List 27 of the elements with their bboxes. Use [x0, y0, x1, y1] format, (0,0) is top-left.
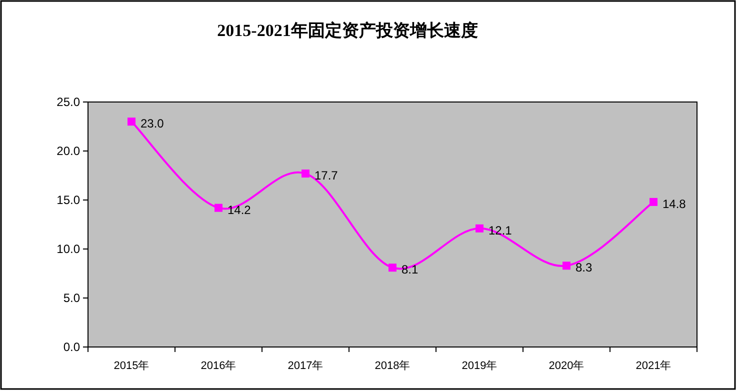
x-tick-label: 2016年: [200, 360, 236, 372]
y-tick-label: 15.0: [56, 193, 80, 207]
y-tick-label: 5.0: [63, 291, 80, 305]
x-tick-label: 2020年: [548, 360, 584, 372]
x-tick-label: 2021年: [636, 360, 672, 372]
y-tick-label: 10.0: [56, 242, 80, 256]
data-label: 17.7: [314, 168, 338, 183]
data-label: 12.1: [488, 223, 512, 238]
x-tick-label: 2018年: [374, 360, 410, 372]
point: [476, 224, 484, 232]
x-tick-label: 2019年: [462, 360, 498, 372]
point: [562, 262, 570, 270]
y-tick-label: 25.0: [56, 95, 80, 109]
data-label: 14.8: [662, 196, 686, 211]
data-label: 14.2: [228, 202, 252, 217]
data-label: 8.3: [576, 260, 593, 275]
x-tick-label: 2015年: [114, 360, 150, 372]
data-label: 23.0: [140, 116, 164, 131]
point: [388, 264, 396, 272]
x-tick-label: 2017年: [288, 360, 324, 372]
point: [650, 198, 658, 206]
chart-title: 2015-2021年固定资产投资增长速度: [217, 21, 478, 40]
point: [214, 204, 222, 212]
point: [128, 118, 136, 126]
y-tick-label: 0.0: [63, 340, 80, 354]
point: [302, 170, 310, 178]
y-tick-label: 20.0: [56, 144, 80, 158]
